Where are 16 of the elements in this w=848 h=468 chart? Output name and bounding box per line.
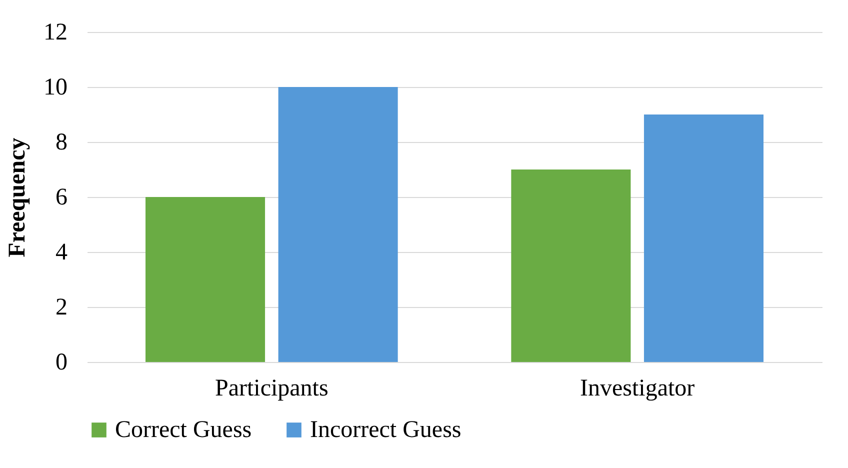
y-tick-label: 2 [56,294,68,320]
bar [146,197,266,362]
y-axis-title: Freequency [4,138,30,258]
y-tick-label: 8 [56,130,68,156]
y-tick-label: 10 [44,74,68,100]
y-tick-label: 12 [44,20,68,46]
legend-label: Correct Guess [115,417,252,443]
x-tick-label: Investigator [580,376,695,402]
bar [511,170,631,362]
bar [278,87,398,362]
y-tick-label: 4 [56,240,68,266]
y-tick-label: 0 [56,350,68,376]
x-tick-label: Participants [215,376,328,402]
y-tick-label: 6 [56,184,68,210]
legend-label: Incorrect Guess [310,417,462,443]
bar [644,114,764,362]
